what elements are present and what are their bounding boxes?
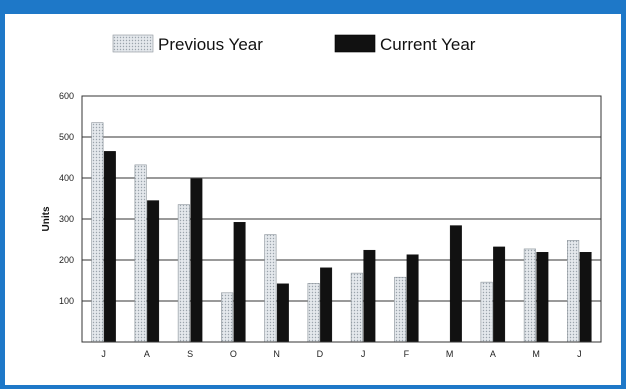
y-tick-label: 300 [59, 214, 74, 224]
bar-current-year [147, 200, 160, 343]
x-tick-label: N [273, 349, 280, 359]
x-tick-label: O [230, 349, 237, 359]
top-color-band [0, 0, 626, 14]
bar-previous-year [134, 164, 147, 343]
y-axis-label: Units [41, 206, 52, 231]
bar-current-year [449, 225, 462, 343]
y-tick-label: 400 [59, 173, 74, 183]
bar-previous-year [480, 281, 493, 343]
y-tick-label: 200 [59, 255, 74, 265]
legend-previous-year-label: Previous Year [158, 35, 263, 54]
bar-previous-year [221, 292, 234, 343]
bar-current-year [276, 283, 289, 343]
bar-current-year [406, 254, 419, 343]
bar-previous-year [91, 122, 104, 343]
bar-current-year [363, 249, 376, 343]
x-tick-label: A [490, 349, 496, 359]
y-tick-label: 500 [59, 132, 74, 142]
bars [91, 122, 592, 343]
bar-current-year [579, 252, 592, 343]
legend-previous-year-swatch [112, 34, 154, 53]
bar-current-year [493, 246, 506, 343]
legend-current-year-swatch [334, 34, 376, 53]
x-tick-label: S [187, 349, 193, 359]
x-tick-label: J [361, 349, 366, 359]
bar-chart: Previous Year Current Year Units 100 200 30… [41, 34, 602, 359]
bar-previous-year [567, 240, 580, 343]
bar-previous-year [394, 276, 407, 343]
plot-area-border [81, 95, 602, 343]
y-tick-label: 100 [59, 296, 74, 306]
bar-current-year [320, 267, 333, 343]
bar-current-year [536, 252, 549, 343]
x-tick-label: D [317, 349, 324, 359]
x-tick-label: A [144, 349, 150, 359]
legend-current-year-label: Current Year [380, 35, 476, 54]
bar-previous-year [264, 234, 277, 343]
x-tick-label: M [532, 349, 540, 359]
bar-previous-year [523, 248, 536, 343]
gridlines [82, 95, 601, 302]
bar-previous-year [177, 204, 190, 343]
bar-previous-year [307, 283, 320, 343]
x-tick-label: M [446, 349, 454, 359]
bar-previous-year [350, 272, 363, 343]
y-tick-label: 600 [59, 91, 74, 101]
bar-current-year [233, 222, 246, 343]
x-tick-label: F [404, 349, 410, 359]
x-tick-label: J [577, 349, 582, 359]
x-tick-label: J [101, 349, 106, 359]
y-tick-labels: 100 200 300 400 500 600 [59, 91, 74, 306]
chart-legend: Previous Year Current Year [112, 34, 476, 54]
bar-current-year [190, 178, 203, 343]
bar-current-year [103, 151, 116, 343]
